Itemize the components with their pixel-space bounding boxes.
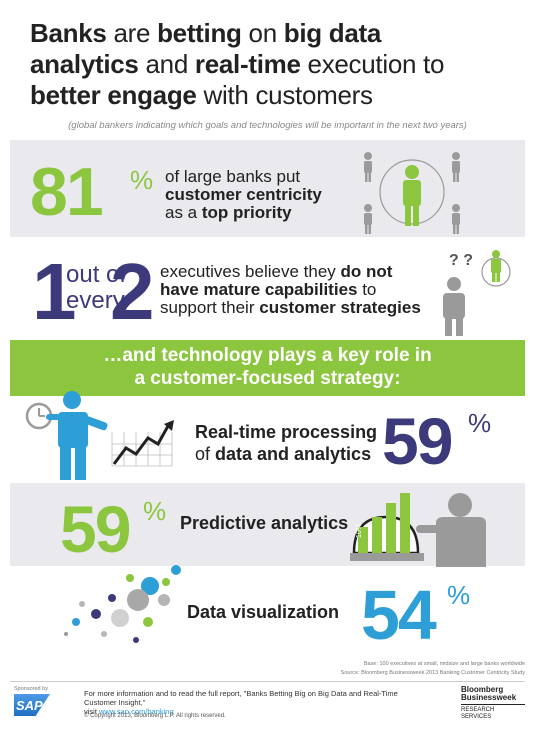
tech3-value: 54 — [361, 576, 437, 654]
thinking-person-icon — [443, 250, 511, 336]
banner-text: …and technology plays a key role in a cu… — [10, 344, 525, 390]
source-note: Source: Bloomberg Businessweek 2013 Bank… — [340, 670, 525, 676]
visit-url-link[interactable]: www.sap.com/banking — [99, 707, 174, 716]
tech1-value: 59 — [382, 404, 453, 478]
stat2-line2a: have mature capabilities — [160, 280, 358, 299]
copyright: © Copyright 2013, Bloomberg L.P. All rig… — [84, 713, 226, 719]
base-note: Base: 100 executives at small, midsize a… — [363, 661, 525, 667]
title-word: big data — [283, 18, 382, 48]
page-title: Banks are betting on big data analytics … — [30, 18, 530, 111]
tech1-line1: Real-time processing — [195, 422, 378, 442]
subtitle: (global bankers indicating which goals a… — [68, 120, 467, 131]
stat2-line2b: to — [357, 280, 377, 299]
percent-sign: % — [130, 165, 154, 195]
stat1-text: of large banks put customer centricity a… — [165, 168, 322, 222]
tech3-label: Data visualization — [187, 602, 340, 622]
stat2-num2: 2 — [110, 247, 154, 336]
stat2-line1: executives believe they do not — [160, 263, 421, 281]
banner-line1: …and technology plays a key role in — [103, 345, 432, 366]
bb-line2: Businessweek — [461, 693, 517, 702]
title-word: with customers — [196, 80, 373, 110]
title-word: real-time — [194, 49, 301, 79]
visit-prefix: visit — [84, 707, 99, 716]
realtime-analytics-illustration — [25, 391, 174, 480]
title-word: are — [106, 18, 158, 48]
predictive-crystal-ball-illustration: 10% — [350, 493, 486, 567]
stat1-line2: customer centricity — [165, 185, 322, 204]
stat2-line1b: do not — [340, 262, 393, 281]
more-info-line: For more information and to read the ful… — [84, 689, 398, 707]
stat1-line3: as a top priority — [165, 204, 322, 222]
bloomberg-businessweek-logo: Bloomberg Businessweek RESEARCH SERVICES — [461, 686, 525, 721]
title-word: Banks — [30, 18, 107, 48]
stat1-line3b: top priority — [201, 203, 292, 222]
bb-line4: SERVICES — [461, 714, 492, 720]
data-visualization-bubbles-icon — [64, 565, 181, 643]
banner-line2: a customer-focused strategy: — [134, 368, 401, 389]
people-network-icon — [364, 152, 460, 234]
stat-value-81: 81 — [30, 154, 104, 230]
stat2-line3: support their customer strategies — [160, 299, 421, 317]
tech2-value: 59 — [60, 492, 131, 566]
more-info-text: For more information and to read the ful… — [84, 689, 404, 716]
title-word: and — [138, 49, 195, 79]
tech1-line2: of data and analytics — [195, 443, 377, 465]
title-word: analytics — [30, 49, 139, 79]
out-of-label: out of — [66, 261, 127, 288]
tech3-percent: % — [447, 580, 471, 610]
title-word: betting — [157, 18, 242, 48]
predictive-chart-label: 10% — [356, 524, 363, 538]
stat1-line1: of large banks put — [165, 167, 301, 186]
tech1-text: Real-time processing of data and analyti… — [195, 421, 377, 465]
stat2-line1a: executives believe they — [160, 262, 341, 281]
stat2-out-of: out of every — [66, 262, 126, 314]
sponsored-by-label: Sponsored by — [14, 686, 48, 692]
bb-line3: RESEARCH — [461, 707, 495, 713]
stat2-num1: 1 — [32, 247, 76, 336]
bb-line1: Bloomberg — [461, 685, 504, 694]
title-word: on — [241, 18, 284, 48]
stat2-line3b: customer strategies — [259, 298, 421, 317]
footer-divider — [10, 681, 525, 682]
sap-logo-text: SAP — [16, 698, 43, 713]
tech1-percent: % — [468, 408, 492, 438]
stat2-line2: have mature capabilities to — [160, 281, 421, 299]
visit-line: visit www.sap.com/banking — [84, 707, 404, 716]
question-marks: ? ? — [449, 252, 473, 269]
stat2-line3a: support their — [160, 298, 260, 317]
tech2-percent: % — [143, 496, 167, 526]
sap-logo[interactable]: SAP — [14, 694, 50, 716]
tech1-line2b: data and analytics — [215, 444, 372, 464]
every-label: every — [66, 287, 125, 314]
technology-banner — [10, 340, 525, 396]
tech1-line2a: of — [195, 444, 216, 464]
title-word: execution to — [300, 49, 445, 79]
stat-band-customer-centricity — [10, 140, 525, 237]
stat1-line3a: as a — [165, 203, 202, 222]
stat2-text: executives believe they do not have matu… — [160, 263, 421, 317]
bb-divider — [461, 704, 525, 705]
title-word: better engage — [30, 80, 197, 110]
tech2-label: Predictive analytics — [180, 513, 349, 533]
